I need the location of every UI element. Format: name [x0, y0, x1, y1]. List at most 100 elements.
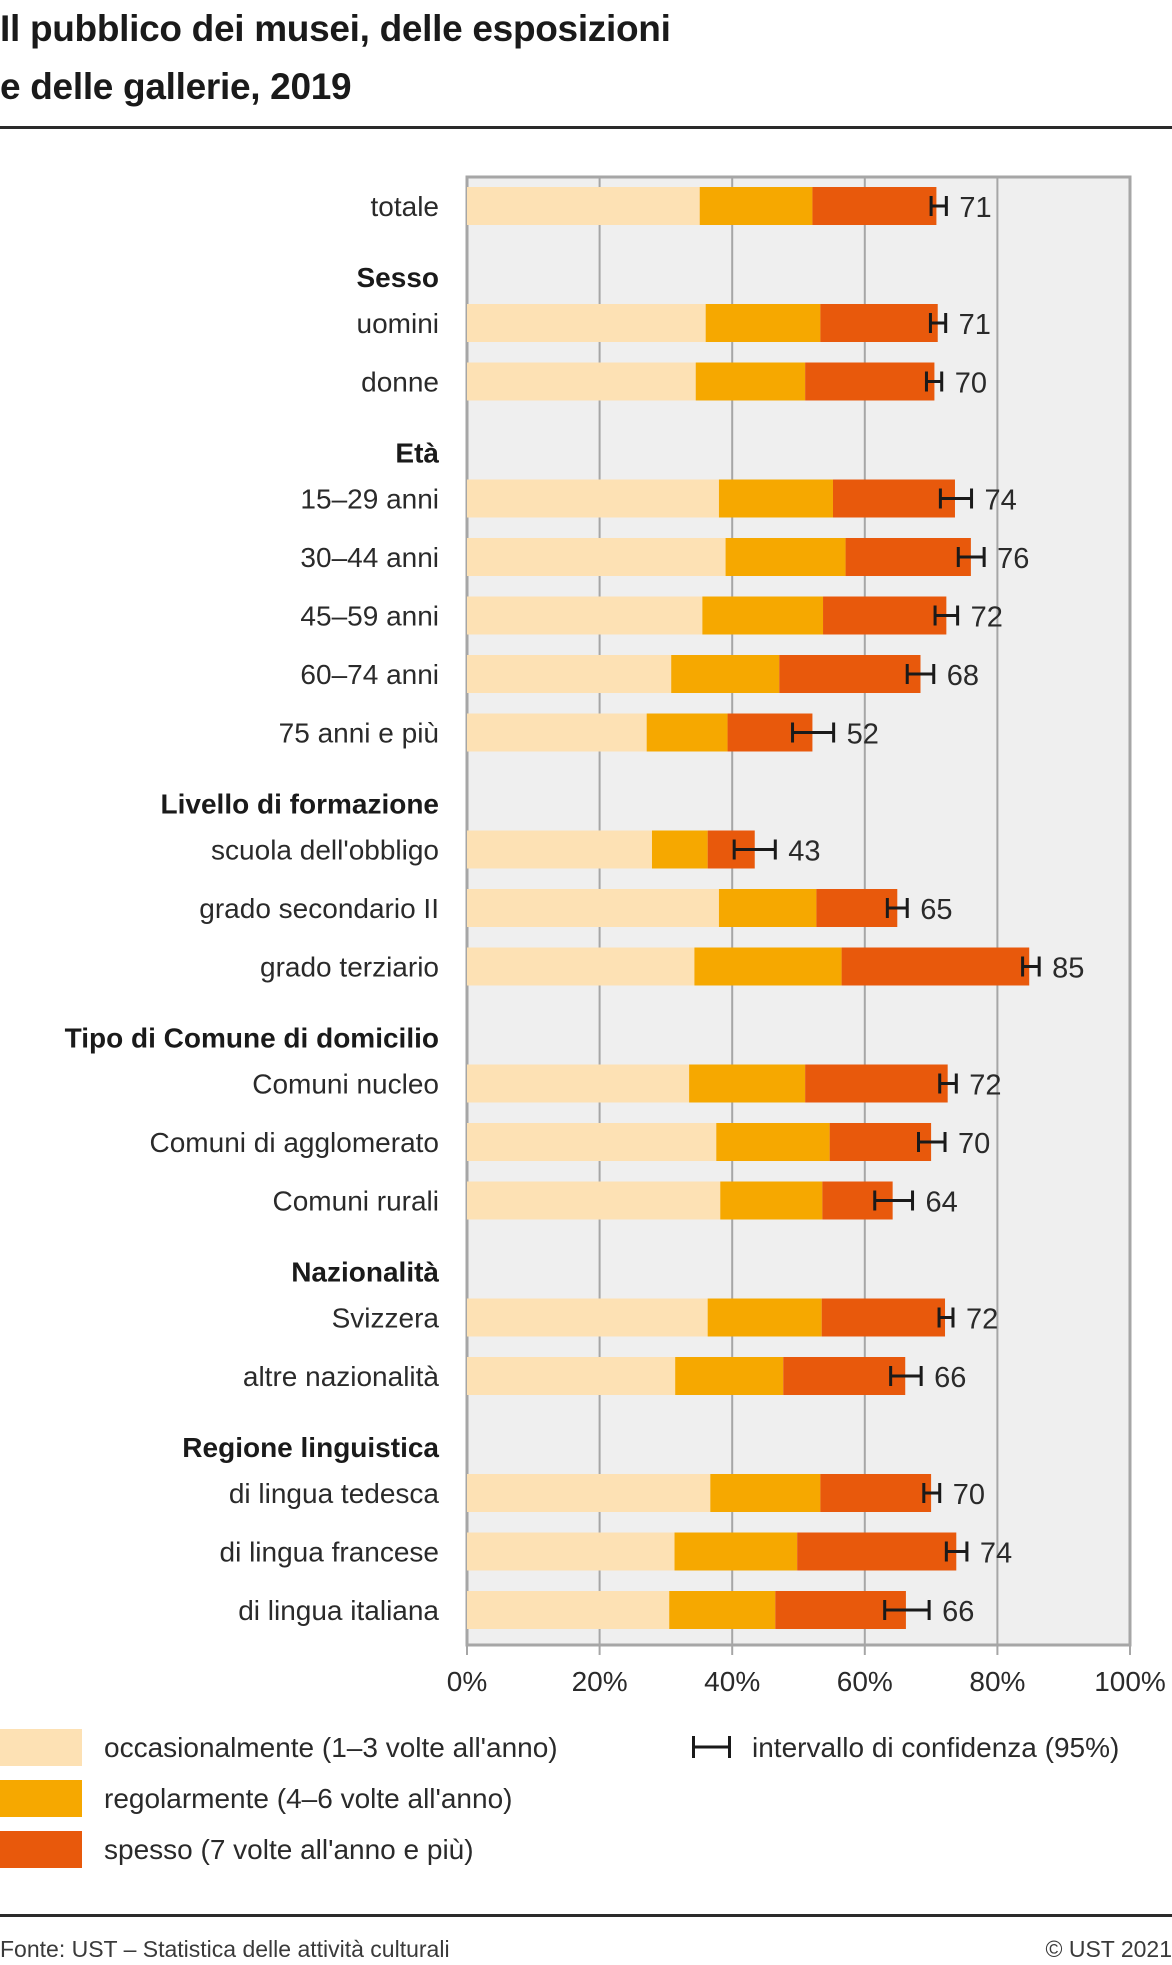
category-label: uomini — [357, 308, 439, 339]
category-label: di lingua tedesca — [229, 1478, 440, 1509]
confidence-interval — [933, 605, 960, 626]
bar-row: 71 — [467, 304, 991, 342]
group-header-label: Tipo di Comune di domicilio — [65, 1023, 439, 1054]
bar-segment-occasionally — [467, 830, 652, 869]
bar-segment-occasionally — [467, 304, 706, 342]
category-label: altre nazionalità — [243, 1361, 440, 1392]
bar-segment-often — [797, 1532, 957, 1571]
footer-copyright: © UST 2021 — [1045, 1936, 1172, 1962]
bar-segment-regularly — [675, 1357, 784, 1395]
total-value-label: 66 — [942, 1596, 974, 1628]
total-value-label: 76 — [997, 543, 1029, 575]
total-value-label: 72 — [966, 1304, 998, 1336]
bar-segment-occasionally — [467, 187, 700, 225]
category-label: di lingua italiana — [238, 1595, 439, 1626]
total-value-label: 74 — [985, 485, 1017, 517]
bar-segment-occasionally — [467, 1591, 670, 1629]
bar-segment-often — [779, 655, 921, 693]
x-axis: 0% 20% 40% 60% 80% 100% — [447, 1643, 1166, 1697]
category-label: grado secondario II — [199, 893, 439, 924]
x-tick-label: 40% — [704, 1666, 760, 1697]
category-label: 30–44 anni — [300, 542, 439, 573]
total-value-label: 52 — [847, 719, 879, 751]
bar-row: 66 — [467, 1591, 974, 1629]
bar-segment-regularly — [702, 596, 824, 635]
category-labels: totale Sesso uomini donne Età 15–29 anni 30–44… — [65, 191, 440, 1626]
bar-row: 52 — [467, 713, 879, 752]
bar-segment-regularly — [720, 1181, 823, 1220]
confidence-interval — [938, 1073, 958, 1094]
total-value-label: 74 — [980, 1538, 1012, 1570]
legend-label-often: spesso (7 volte all'anno e più) — [104, 1834, 474, 1865]
confidence-interval — [889, 1366, 923, 1386]
legend-swatch-often — [0, 1831, 82, 1868]
bar-segment-occasionally — [467, 1357, 676, 1395]
bar-segment-occasionally — [467, 1064, 690, 1103]
group-header-label: Regione linguistica — [182, 1432, 439, 1463]
group-header-label: Nazionalità — [291, 1257, 439, 1288]
bar-row: 65 — [467, 889, 952, 927]
bar-segment-often — [805, 362, 935, 401]
category-label: Comuni rurali — [273, 1186, 440, 1217]
confidence-interval — [924, 371, 944, 392]
x-tick-label: 20% — [572, 1666, 628, 1697]
category-label: 45–59 anni — [300, 601, 439, 632]
bar-segment-often — [816, 889, 898, 927]
bar-segment-occasionally — [467, 1181, 721, 1220]
bar-segment-regularly — [674, 1532, 798, 1571]
confidence-interval — [791, 722, 836, 743]
bar-segment-occasionally — [467, 596, 703, 635]
bar-segment-regularly — [695, 362, 806, 401]
footer-source: Fonte: UST – Statistica delle attività c… — [0, 1936, 450, 1962]
confidence-interval — [944, 1541, 969, 1562]
confidence-interval — [922, 1483, 942, 1503]
bar-segment-often — [823, 596, 947, 635]
bar-row: 66 — [467, 1357, 966, 1395]
category-label: Comuni nucleo — [252, 1069, 439, 1100]
confidence-interval — [929, 196, 948, 216]
bar-segment-often — [841, 947, 1030, 986]
legend-swatch-occasionally — [0, 1729, 82, 1766]
bar-row: 70 — [467, 362, 987, 401]
category-label: Comuni di agglomerato — [150, 1127, 440, 1158]
legend-label-regularly: regolarmente (4–6 volte all'anno) — [104, 1783, 513, 1814]
bar-segment-regularly — [718, 479, 833, 518]
bar-row: 76 — [467, 538, 1029, 576]
confidence-interval — [937, 1307, 955, 1328]
bar-segment-occasionally — [467, 362, 696, 401]
category-label: di lingua francese — [220, 1537, 439, 1568]
bar-segment-occasionally — [467, 538, 726, 576]
bar-segment-occasionally — [467, 1532, 675, 1571]
bar-row: 68 — [467, 655, 979, 693]
x-tick-label: 100% — [1094, 1666, 1166, 1697]
bar-segment-regularly — [671, 655, 780, 693]
bar-segment-regularly — [725, 538, 846, 576]
category-label: totale — [371, 191, 440, 222]
bar-segment-often — [820, 1474, 932, 1512]
group-header-label: Livello di formazione — [161, 789, 439, 820]
bar-segment-occasionally — [467, 479, 719, 518]
footer-rule — [0, 1914, 1172, 1917]
bar-row: 70 — [467, 1474, 985, 1512]
bar-segment-regularly — [707, 1298, 822, 1337]
confidence-interval — [732, 839, 777, 860]
confidence-interval — [883, 1600, 931, 1620]
bar-row: 72 — [467, 1298, 998, 1337]
confidence-interval — [873, 1190, 915, 1211]
x-tick-label: 80% — [969, 1666, 1025, 1697]
bar-segment-occasionally — [467, 947, 695, 986]
bar-segment-occasionally — [467, 889, 719, 927]
chart-title-line-1: Il pubblico dei musei, delle esposizioni — [0, 8, 671, 49]
confidence-interval — [928, 313, 948, 333]
confidence-interval — [1021, 956, 1041, 977]
bar-row: 43 — [467, 830, 821, 869]
bar-segment-occasionally — [467, 1474, 711, 1512]
confidence-interval — [956, 547, 986, 567]
bar-row: 70 — [467, 1123, 990, 1161]
bar-row: 72 — [467, 596, 1003, 635]
group-header-label: Età — [395, 438, 439, 469]
confidence-interval — [885, 898, 909, 918]
total-value-label: 72 — [969, 1070, 1001, 1102]
